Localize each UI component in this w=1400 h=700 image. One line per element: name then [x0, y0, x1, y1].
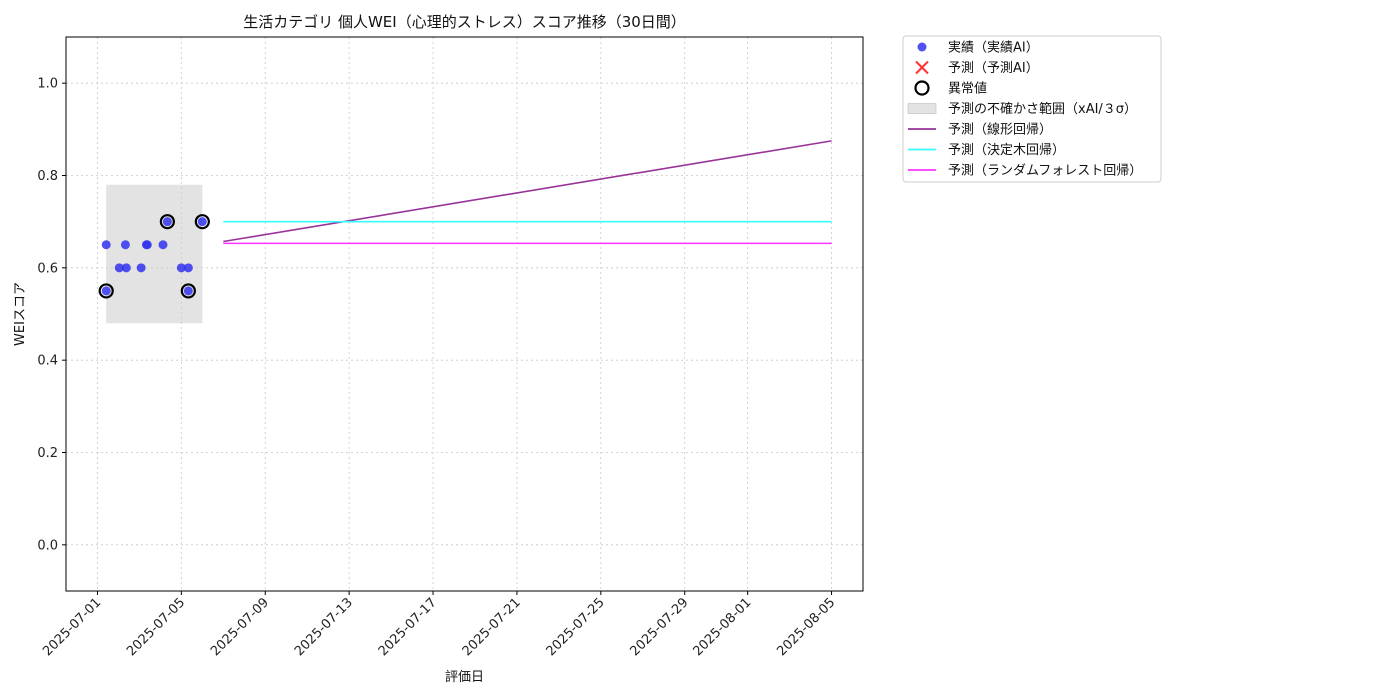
x-axis-ticks: 2025-07-01 2025-07-05 2025-07-09 2025-07-13… [40, 591, 838, 659]
actual-point [101, 240, 111, 250]
y-axis-ticks: 0.0 0.2 0.4 0.6 0.8 1.0 [37, 77, 66, 553]
chart-title: 生活カテゴリ 個人WEI（心理的ストレス）スコア推移（30日間） [243, 13, 686, 31]
data-points-layer [98, 214, 210, 299]
actual-point [120, 240, 130, 250]
actual-point [158, 240, 168, 250]
legend-marker-anomaly [914, 80, 930, 96]
x-tick-label: 2025-07-01 [40, 595, 104, 659]
prediction-line [223, 140, 832, 243]
legend-label: 予測（ランダムフォレスト回帰） [948, 163, 1142, 179]
legend-marker-prediction-x [915, 60, 929, 75]
legend-marker-actual [917, 42, 927, 52]
plot-area-frame [65, 36, 864, 592]
actual-point [162, 217, 172, 227]
actual-point [183, 263, 193, 273]
uncertainty-band [106, 184, 203, 324]
legend-marker-band [907, 103, 937, 114]
legend-label: 予測（予測AI） [948, 61, 1039, 76]
x-tick-label: 2025-08-05 [774, 595, 838, 659]
y-axis-title: WEIスコア [13, 282, 28, 346]
x-axis-title: 評価日 [445, 670, 484, 685]
legend-label: 異常値 [948, 81, 987, 97]
actual-point [121, 263, 131, 273]
y-tick-label: 0.4 [37, 354, 58, 369]
actual-point [101, 286, 111, 296]
y-tick-label: 0.6 [37, 261, 58, 276]
anomaly-ring [159, 214, 175, 230]
actual-point [142, 240, 152, 250]
x-tick-label: 2025-07-21 [460, 595, 524, 659]
actual-point [183, 286, 193, 296]
actual-point [136, 263, 146, 273]
y-tick-label: 1.0 [37, 77, 58, 92]
legend-label: 予測（決定木回帰） [948, 142, 1065, 158]
uncertainty-band-layer [106, 184, 203, 324]
x-tick-label: 2025-07-25 [544, 595, 608, 659]
y-tick-label: 0.0 [37, 538, 58, 553]
y-tick-label: 0.2 [37, 446, 58, 461]
prediction-lines-layer [223, 140, 832, 245]
actual-point [176, 263, 186, 273]
x-tick-label: 2025-07-13 [292, 595, 356, 659]
x-tick-label: 2025-08-01 [690, 595, 754, 659]
anomaly-ring [180, 283, 196, 299]
actual-point [197, 217, 207, 227]
anomaly-ring [98, 283, 114, 299]
grid [66, 37, 863, 591]
legend-label: 予測（線形回帰） [948, 122, 1052, 138]
y-tick-label: 0.8 [37, 169, 58, 184]
x-tick-label: 2025-07-17 [376, 595, 440, 659]
actual-point [114, 263, 124, 273]
x-tick-label: 2025-07-09 [208, 595, 272, 659]
anomaly-ring [194, 214, 210, 230]
x-tick-label: 2025-07-05 [124, 595, 188, 659]
legend-frame [902, 35, 1162, 183]
legend-label: 予測の不確かさ範囲（xAI/３σ） [948, 101, 1137, 117]
legend-label: 実績（実績AI） [948, 40, 1039, 56]
x-tick-label: 2025-07-29 [628, 595, 692, 659]
